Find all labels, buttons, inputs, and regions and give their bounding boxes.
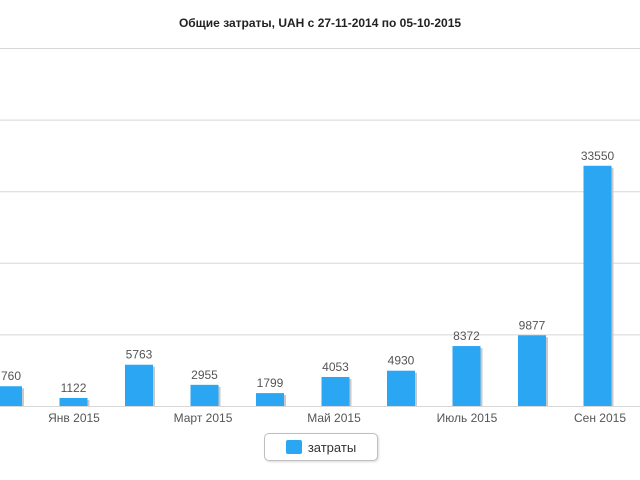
- bars: [0, 165, 614, 406]
- data-label: 8372: [453, 329, 480, 343]
- bar[interactable]: [321, 376, 350, 406]
- x-axis-tick-labels: Янв 2015 Март 2015 Май 2015 Июль 2015 Сен 20…: [48, 411, 626, 425]
- bar[interactable]: [518, 335, 546, 406]
- data-label: 4053: [322, 360, 349, 374]
- data-labels: 760 1122 5763 2955 1799 4053 4930 8372 9877 33550: [1, 149, 615, 395]
- bar[interactable]: [0, 386, 22, 406]
- data-label: 1122: [61, 381, 87, 395]
- x-tick-label: Июль 2015: [437, 411, 498, 425]
- bar[interactable]: [190, 384, 219, 406]
- data-label: 33550: [581, 149, 615, 163]
- bar[interactable]: [387, 370, 415, 406]
- bar[interactable]: [256, 393, 284, 406]
- chart-title: Общие затраты, UAH с 27-11-2014 по 05-10…: [178, 16, 462, 30]
- bar[interactable]: [452, 346, 481, 406]
- x-tick-label: Март 2015: [174, 411, 233, 425]
- legend[interactable]: затраты: [264, 433, 378, 461]
- data-label: 1799: [257, 376, 284, 390]
- x-tick-label: Май 2015: [307, 411, 361, 425]
- bar[interactable]: [125, 364, 153, 406]
- data-label: 4930: [388, 354, 415, 368]
- data-label: 9877: [519, 318, 546, 332]
- grid-lines: [0, 48, 640, 407]
- data-label: 760: [1, 369, 21, 383]
- bar[interactable]: [59, 397, 88, 406]
- x-tick-label: Янв 2015: [48, 411, 100, 425]
- data-label: 2955: [191, 368, 218, 382]
- legend-label: затраты: [307, 439, 357, 455]
- bar[interactable]: [583, 165, 612, 406]
- legend-swatch: [285, 440, 302, 454]
- x-tick-label: Сен 2015: [574, 411, 626, 425]
- data-label: 5763: [126, 348, 153, 362]
